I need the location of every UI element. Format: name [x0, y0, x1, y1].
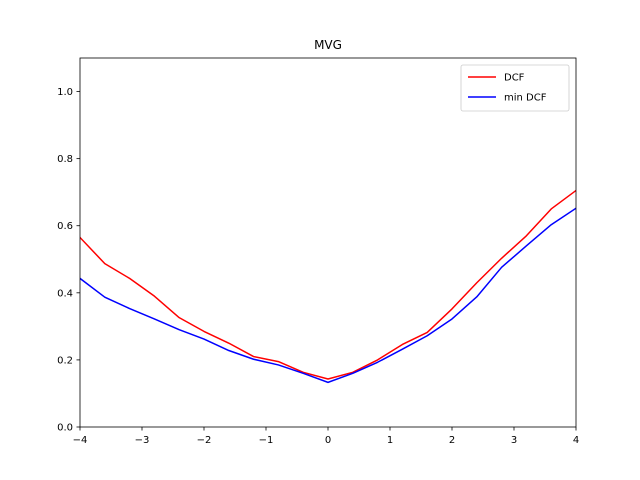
- x-tick-label: −3: [135, 435, 150, 446]
- axes-frame: [79, 57, 577, 428]
- axes: −4 −3 −2 −1 0 1 2 3 4 0.0 0.2 0.4 0.6 0.8 1.0: [57, 57, 579, 446]
- series-line-dcf: [80, 189, 576, 380]
- x-tick-label: 1: [387, 435, 393, 446]
- x-tick-label: −1: [259, 435, 274, 446]
- plot-area: [80, 189, 576, 384]
- series-line-min-dcf: [80, 207, 576, 384]
- legend-label: min DCF: [504, 93, 547, 104]
- y-tick-label: 0.8: [57, 154, 73, 165]
- legend-label: DCF: [504, 73, 525, 84]
- series-lines: [80, 189, 576, 384]
- x-tick-label: −2: [197, 435, 212, 446]
- x-tick-label: 4: [573, 435, 579, 446]
- y-tick-label: 0.0: [57, 423, 73, 434]
- x-tick-label: 0: [325, 435, 331, 446]
- y-tick-label: 1.0: [57, 87, 73, 98]
- y-tick-label: 0.6: [57, 221, 73, 232]
- x-tick-label: 2: [449, 435, 455, 446]
- x-tick-label: 3: [511, 435, 517, 446]
- x-tick-label: −4: [73, 435, 88, 446]
- y-tick-label: 0.2: [57, 355, 73, 366]
- legend: DCF min DCF: [460, 64, 570, 112]
- y-tick-label: 0.4: [57, 288, 73, 299]
- chart-title: MVG: [314, 38, 342, 52]
